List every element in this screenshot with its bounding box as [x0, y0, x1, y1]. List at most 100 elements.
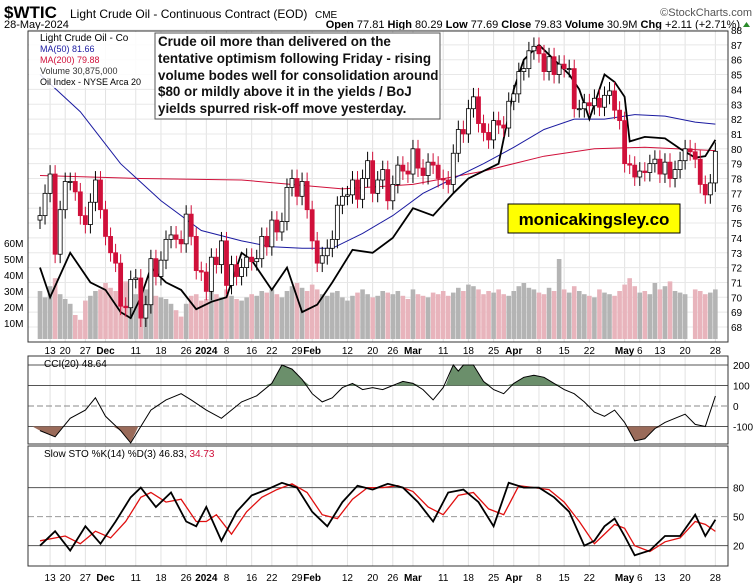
- candle-body: [284, 187, 290, 222]
- volume-bar: [597, 289, 602, 339]
- candle-body: [148, 258, 154, 306]
- volume-bar: [587, 295, 592, 339]
- sto-d-line: [39, 483, 716, 553]
- cci-panel-frame: [27, 355, 729, 445]
- volume-bar: [536, 292, 542, 339]
- volume-bar: [481, 294, 486, 339]
- candle-body: [224, 240, 229, 286]
- volume-bar: [78, 319, 83, 339]
- candle-body: [617, 109, 622, 121]
- ohlc-readout: Open 77.81 High 80.29 Low 77.69 Close 79…: [326, 19, 740, 31]
- x-tick-label: 18: [155, 573, 167, 584]
- volume-bar: [466, 284, 471, 339]
- candle-body: [219, 240, 224, 266]
- volume-bar: [622, 284, 627, 339]
- volume-bar: [198, 300, 204, 339]
- exchange: CME: [315, 10, 338, 21]
- candle-body: [450, 152, 456, 185]
- x-tick-label: 15: [559, 573, 571, 584]
- volume-bar: [269, 289, 275, 339]
- candle-body: [541, 53, 547, 72]
- x-tick-label: 11: [438, 573, 449, 584]
- candle-body: [597, 97, 602, 108]
- candle-body: [188, 213, 194, 237]
- stockcharts-logo: ©StockCharts.com: [660, 7, 752, 19]
- candle-body: [592, 97, 597, 107]
- volume-bar: [299, 287, 305, 339]
- annotation-box: [154, 32, 441, 120]
- candle-body: [178, 238, 184, 245]
- x-tick-label: 26: [387, 346, 399, 357]
- x-tick-label: 13: [654, 346, 666, 357]
- x-tick-label: 15: [559, 346, 571, 357]
- x-tick-label: Mar: [404, 346, 422, 357]
- sto-label: Slow STO %K(14) %D(3) 46.83, 34.73: [44, 449, 215, 460]
- chart-date: 28-May-2024: [4, 19, 69, 31]
- candle-body: [627, 163, 633, 166]
- volume-bar: [93, 291, 98, 339]
- x-tick-label: May: [615, 573, 635, 584]
- volume-bar: [395, 291, 401, 339]
- legend-ma50: MA(50) 81.66: [40, 44, 95, 54]
- candle-body: [269, 219, 275, 248]
- candle-body: [319, 255, 325, 264]
- candle-body: [133, 277, 139, 280]
- volume-bar: [83, 300, 88, 339]
- sto-k-line: [39, 481, 717, 557]
- candle-body: [420, 167, 426, 176]
- cci-tick-label: 0: [733, 402, 739, 413]
- sto-tick-label: 80: [733, 484, 745, 495]
- price-tick-label: 68: [731, 323, 743, 334]
- sto-d-value: 34.73: [189, 449, 214, 460]
- cci-line: [39, 364, 716, 444]
- volume-bar: [657, 289, 663, 339]
- candle-body: [672, 169, 678, 179]
- volume-bar: [546, 287, 552, 339]
- x-tick-label: 22: [266, 346, 278, 357]
- volume-bar: [360, 289, 365, 339]
- volume-bar: [304, 291, 310, 339]
- volume-tick-label: 60M: [4, 239, 23, 250]
- candle-body: [108, 236, 113, 254]
- candle-body: [536, 45, 542, 55]
- candle-body: [153, 258, 159, 277]
- price-tick-label: 86: [731, 56, 743, 67]
- x-tick-label: 20: [680, 346, 692, 357]
- volume-bar: [456, 287, 461, 339]
- x-tick-label: 13: [45, 346, 57, 357]
- volume-bar: [708, 292, 713, 339]
- candle-body: [435, 164, 441, 179]
- volume-bar: [652, 283, 658, 339]
- sto-panel-frame: [27, 445, 729, 567]
- price-tick-label: 73: [731, 249, 743, 260]
- candle-body: [471, 96, 476, 110]
- volume-bar: [682, 294, 688, 339]
- volume-bar: [612, 295, 617, 339]
- volume-bar: [556, 259, 562, 339]
- volume-bar: [435, 294, 441, 339]
- x-tick-label: 8: [224, 573, 230, 584]
- candle-body: [657, 158, 663, 175]
- x-tick-label: Feb: [303, 573, 321, 584]
- candle-body: [526, 50, 532, 70]
- volume-bar: [163, 299, 169, 339]
- volume-bar: [219, 297, 224, 339]
- x-tick-label: 12: [342, 573, 354, 584]
- volume-bar: [178, 316, 184, 339]
- volume-bar: [153, 295, 159, 339]
- volume-bar: [52, 278, 58, 339]
- volume-bar: [592, 297, 597, 339]
- x-tick-label: 26: [181, 573, 193, 584]
- price-tick-label: 81: [731, 130, 743, 141]
- candle-body: [385, 169, 391, 202]
- candle-body: [183, 213, 189, 245]
- candle-body: [198, 270, 204, 273]
- candle-body: [602, 94, 607, 108]
- x-tick-label: 12: [342, 346, 354, 357]
- volume-bar: [279, 297, 285, 339]
- candle-body: [324, 247, 330, 257]
- x-tick-label: 11: [131, 346, 142, 357]
- cci-overbought-area: [506, 375, 562, 386]
- volume-bar: [576, 291, 582, 339]
- price-tick-label: 75: [731, 219, 743, 230]
